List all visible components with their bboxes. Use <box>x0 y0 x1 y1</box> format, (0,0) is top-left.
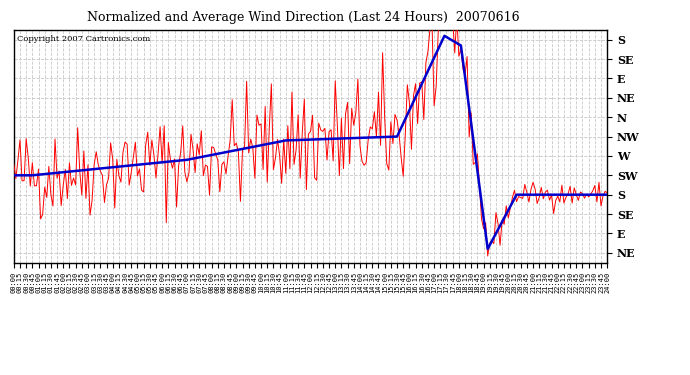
Text: Normalized and Average Wind Direction (Last 24 Hours)  20070616: Normalized and Average Wind Direction (L… <box>88 11 520 24</box>
Text: Copyright 2007 Cartronics.com: Copyright 2007 Cartronics.com <box>17 34 150 43</box>
